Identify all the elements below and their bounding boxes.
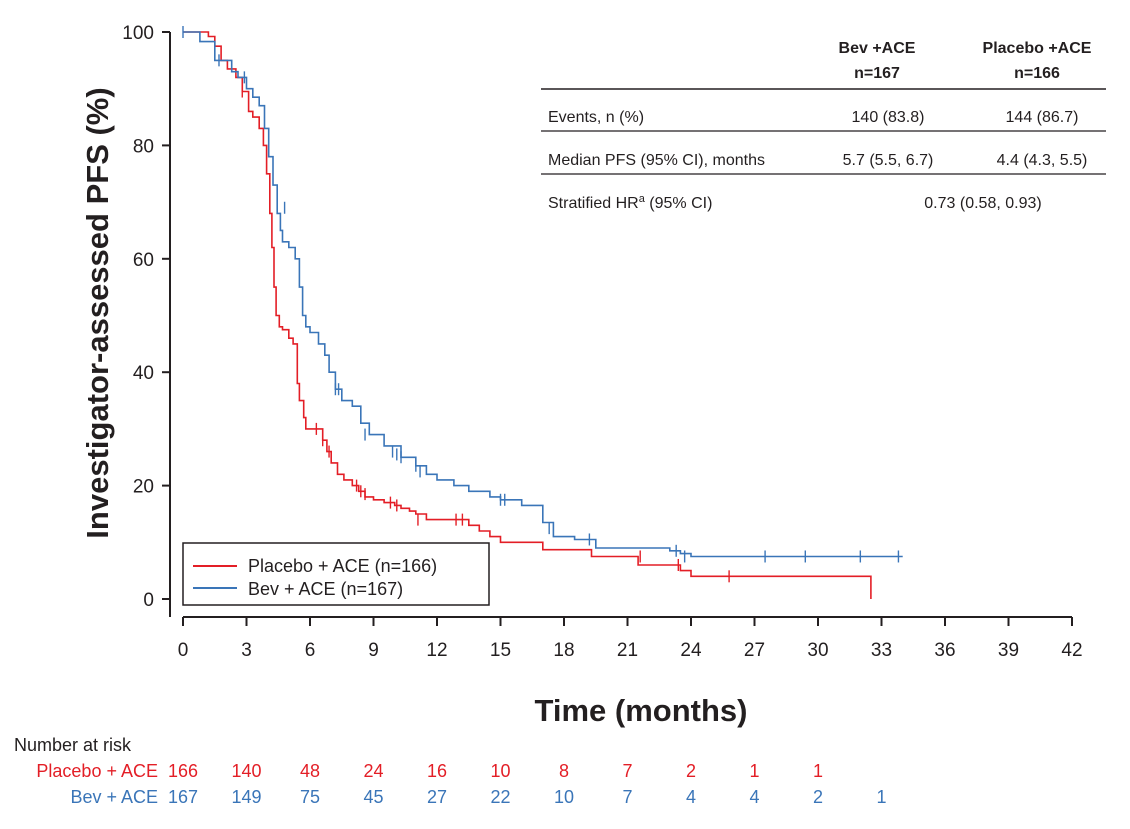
x-tick-label-27: 27	[744, 640, 765, 661]
risk-values: 166 140 48 24 16 10 8 7 2 1 1 167 149 75 45 27 22 10 7 4 4 2 1	[168, 761, 887, 807]
risk-value-placebo: 1	[749, 761, 759, 781]
y-tick-label-40: 40	[133, 363, 154, 384]
risk-table-title: Number at risk	[14, 735, 132, 755]
legend-label-bev: Bev + ACE (n=167)	[248, 579, 403, 599]
x-tick-label-24: 24	[680, 640, 702, 661]
x-tick-label-36: 36	[934, 640, 955, 661]
risk-value-bev: 22	[490, 787, 510, 807]
risk-value-placebo: 8	[559, 761, 569, 781]
x-tick-label-6: 6	[305, 640, 316, 661]
risk-value-placebo: 140	[231, 761, 261, 781]
risk-value-bev: 27	[427, 787, 447, 807]
table-row-events-placebo: 144 (86.7)	[1006, 109, 1079, 126]
x-tick-label-15: 15	[490, 640, 511, 661]
x-tick-label-0: 0	[178, 640, 189, 661]
x-tick-label-30: 30	[807, 640, 828, 661]
risk-value-placebo: 1	[813, 761, 823, 781]
table-col2-header: Placebo +ACE	[983, 40, 1092, 57]
table-row-events-label: Events, n (%)	[548, 109, 644, 126]
risk-value-placebo: 24	[363, 761, 383, 781]
placebo-survival-curve	[183, 31, 872, 599]
risk-row-label-placebo: Placebo + ACE	[36, 761, 158, 781]
risk-value-bev: 1	[876, 787, 886, 807]
risk-value-bev: 167	[168, 787, 198, 807]
risk-value-placebo: 2	[686, 761, 696, 781]
risk-value-bev: 45	[363, 787, 383, 807]
risk-value-bev: 4	[686, 787, 696, 807]
x-tick-label-3: 3	[241, 640, 252, 661]
table-row-hr-label: Stratified HRa (95% CI)	[548, 193, 712, 212]
x-tick-label-12: 12	[426, 640, 447, 661]
x-tick-label-9: 9	[368, 640, 379, 661]
km-curves	[182, 26, 903, 599]
risk-value-bev: 10	[554, 787, 574, 807]
risk-value-bev: 149	[231, 787, 261, 807]
y-tick-label-100: 100	[122, 23, 154, 44]
table-col2-n: n=166	[1014, 65, 1060, 82]
risk-value-bev: 75	[300, 787, 320, 807]
legend-label-placebo: Placebo + ACE (n=166)	[248, 556, 437, 576]
table-row-events-bev: 140 (83.8)	[852, 109, 925, 126]
y-tick-label-0: 0	[143, 590, 154, 611]
y-ticks: 0 20 40 60 80 100	[122, 23, 170, 611]
hr-superscript: a	[639, 193, 646, 205]
risk-value-placebo: 7	[622, 761, 632, 781]
x-ticks: 0 3 6 9 12 15 18 21 24 27 30 33 36 39 42	[178, 617, 1083, 661]
risk-row-label-bev: Bev + ACE	[70, 787, 158, 807]
x-tick-label-18: 18	[553, 640, 574, 661]
risk-value-bev: 2	[813, 787, 823, 807]
table-col1-n: n=167	[854, 65, 900, 82]
table-col1-header: Bev +ACE	[839, 40, 916, 57]
y-tick-label-20: 20	[133, 477, 154, 498]
summary-table: Bev +ACE n=167 Placebo +ACE n=166 Events…	[541, 40, 1106, 212]
risk-value-placebo: 16	[427, 761, 447, 781]
table-row-median-label: Median PFS (95% CI), months	[548, 152, 765, 169]
risk-value-bev: 4	[749, 787, 759, 807]
table-row-median-bev: 5.7 (5.5, 6.7)	[843, 152, 934, 169]
risk-value-placebo: 10	[490, 761, 510, 781]
legend-box	[182, 542, 490, 606]
x-tick-label-42: 42	[1061, 640, 1082, 661]
y-axis-title: Investigator-assessed PFS (%)	[80, 87, 115, 538]
bev-survival-curve	[183, 31, 903, 558]
table-row-hr-value: 0.73 (0.58, 0.93)	[924, 195, 1041, 212]
x-tick-label-33: 33	[871, 640, 892, 661]
legend: Placebo + ACE (n=166) Bev + ACE (n=167)	[182, 542, 490, 606]
x-tick-label-21: 21	[617, 640, 638, 661]
y-tick-label-60: 60	[133, 250, 154, 271]
y-tick-label-80: 80	[133, 136, 154, 157]
table-row-median-placebo: 4.4 (4.3, 5.5)	[997, 152, 1088, 169]
x-tick-label-39: 39	[998, 640, 1019, 661]
risk-value-placebo: 166	[168, 761, 198, 781]
risk-value-bev: 7	[622, 787, 632, 807]
risk-value-placebo: 48	[300, 761, 320, 781]
x-axis-title: Time (months)	[535, 693, 748, 728]
